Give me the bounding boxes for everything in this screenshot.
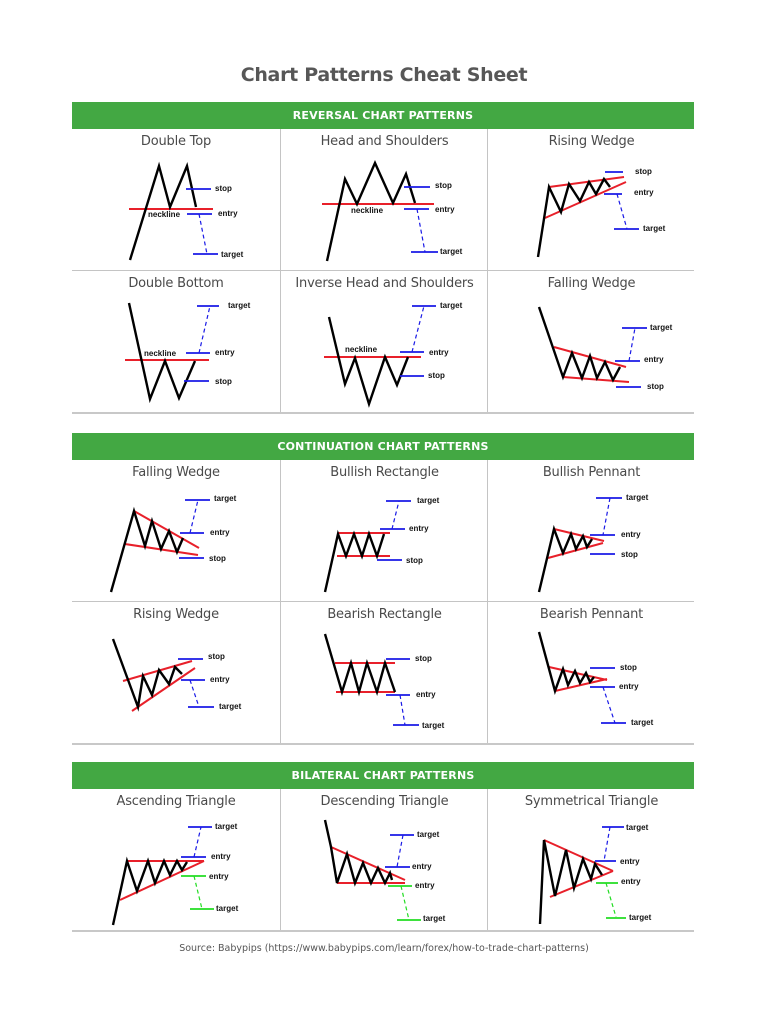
section: BILATERAL CHART PATTERNS Ascending Triang… xyxy=(72,762,694,932)
pattern-cell: Rising Wedge xyxy=(487,129,695,270)
section: REVERSAL CHART PATTERNS Double Top Head an… xyxy=(72,102,694,414)
pattern-title: Double Top xyxy=(140,134,212,149)
pattern-row: Double Bottom Inverse Head and Shoulders F… xyxy=(72,271,694,414)
pattern-cell: Ascending Triangle xyxy=(72,789,280,930)
pattern-cell: Head and Shoulders xyxy=(280,129,488,270)
pattern-title: Rising Wedge xyxy=(548,134,635,149)
pattern-cell: Falling Wedge xyxy=(72,460,280,601)
page-title: Chart Patterns Cheat Sheet xyxy=(240,64,528,86)
section-header: BILATERAL CHART PATTERNS xyxy=(72,762,694,789)
pattern-cell: Bullish Pennant xyxy=(487,460,695,601)
pattern-row: Ascending Triangle Descending Triangle Sym… xyxy=(72,789,694,932)
section-header: CONTINUATION CHART PATTERNS xyxy=(72,433,694,460)
pattern-title: Descending Triangle xyxy=(320,794,449,809)
pattern-title: Symmetrical Triangle xyxy=(524,794,659,809)
pattern-cell: Symmetrical Triangle xyxy=(487,789,695,930)
pattern-cell: Bearish Rectangle xyxy=(280,602,488,743)
pattern-cell: Rising Wedge xyxy=(72,602,280,743)
pattern-title: Ascending Triangle xyxy=(116,794,236,809)
pattern-title: Falling Wedge xyxy=(132,465,220,480)
pattern-cell: Bullish Rectangle xyxy=(280,460,488,601)
pattern-cell: Bearish Pennant xyxy=(487,602,695,743)
pattern-title: Falling Wedge xyxy=(547,276,636,291)
pattern-title: Bullish Pennant xyxy=(542,465,641,480)
pattern-cell: Falling Wedge xyxy=(487,271,695,412)
pattern-row: Rising Wedge Bearish Rectangle Bearish Pen… xyxy=(72,602,694,745)
section: CONTINUATION CHART PATTERNS Falling Wedge… xyxy=(72,433,694,745)
pattern-row: Double Top Head and Shoulders Rising Wedge xyxy=(72,129,694,271)
pattern-title: Bearish Rectangle xyxy=(327,607,442,622)
pattern-cell: Inverse Head and Shoulders xyxy=(280,271,488,412)
pattern-title: Double Bottom xyxy=(128,276,224,291)
pattern-row: Falling Wedge Bullish Rectangle Bullish Pe… xyxy=(72,460,694,602)
pattern-cell: Double Top xyxy=(72,129,280,270)
pattern-title: Head and Shoulders xyxy=(320,134,449,149)
source-citation: Source: Babypips (https://www.babypips.c… xyxy=(179,943,589,954)
pattern-title: Bearish Pennant xyxy=(539,607,644,622)
pattern-cell: Double Bottom xyxy=(72,271,280,412)
section-header: REVERSAL CHART PATTERNS xyxy=(72,102,694,129)
pattern-title: Bullish Rectangle xyxy=(330,465,439,480)
pattern-cell: Descending Triangle xyxy=(280,789,488,930)
pattern-title: Rising Wedge xyxy=(133,607,219,622)
pattern-title: Inverse Head and Shoulders xyxy=(295,276,474,291)
